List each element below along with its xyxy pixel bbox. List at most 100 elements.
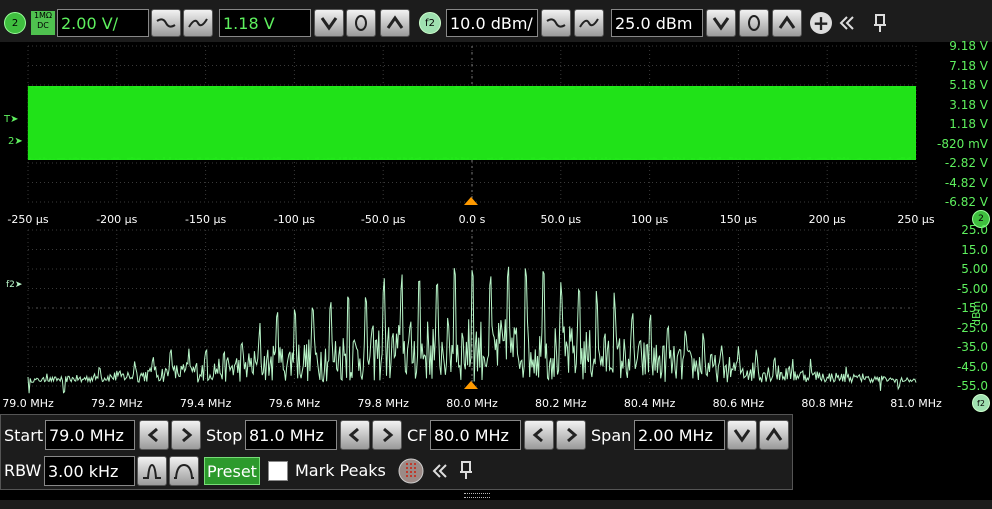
chevron-down-icon [320, 17, 338, 31]
center-frequency-field[interactable]: 80.0 MHz [430, 420, 521, 450]
time-x-tick: -200 µs [96, 213, 138, 226]
time-y-tick: 1.18 V [949, 117, 988, 131]
vertical-scale-field[interactable]: 2.00 V/ [57, 9, 149, 37]
start-increase-button[interactable] [171, 420, 201, 450]
fft-offset-field[interactable]: 25.0 dBm [611, 9, 703, 37]
pin-icon[interactable] [872, 13, 888, 33]
spectrum-x-tick: 80.2 MHz [535, 397, 587, 410]
spectrum-trace [27, 266, 917, 394]
fft-scale-fine-right-button[interactable] [574, 9, 604, 37]
center-frequency-label: CF [407, 426, 428, 445]
arrow-right-icon: ➤ [10, 114, 19, 125]
bottom-strip [0, 500, 992, 509]
vertical-offset-field[interactable]: 1.18 V [219, 9, 311, 37]
preset-button[interactable]: Preset [204, 457, 260, 485]
chevron-down-icon [733, 429, 751, 443]
scale-fine-left-button[interactable] [151, 9, 181, 37]
resize-grip[interactable] [464, 493, 490, 498]
curve-up-icon [188, 18, 208, 28]
spectrum-y-tick: 15.0 [961, 242, 988, 257]
collapse-left-icon[interactable] [431, 462, 449, 480]
time-y-tick: -4.82 V [944, 175, 988, 190]
offset-up-button[interactable] [380, 9, 410, 37]
mark-peaks-checkbox[interactable] [268, 461, 288, 481]
fft-f2-label: f2 [425, 17, 435, 29]
cf-increase-button[interactable] [556, 420, 586, 450]
time-x-tick: -150 µs [184, 213, 227, 226]
stop-increase-button[interactable] [372, 420, 402, 450]
span-field[interactable]: 2.00 MHz [634, 420, 725, 450]
chevron-right-icon [182, 427, 193, 443]
chevron-right-icon [383, 427, 394, 443]
fft-control-panel: Start 79.0 MHz Stop 81.0 MHz CF 80.0 MHz… [0, 414, 793, 490]
start-decrease-button[interactable] [139, 420, 169, 450]
fft-offset-zero-button[interactable] [739, 9, 769, 37]
channel-2-button[interactable]: 2 [4, 12, 26, 34]
time-x-tick: 50.0 µs [540, 213, 582, 226]
time-noise-lines [27, 86, 915, 160]
plus-icon: + [812, 11, 830, 35]
scale-fine-right-button[interactable] [183, 9, 213, 37]
time-domain-plot[interactable] [0, 44, 992, 228]
time-trace-noise [27, 86, 915, 160]
wide-filter-icon [174, 463, 194, 479]
time-x-tick: 0.0 s [458, 213, 486, 226]
fft-reference-marker[interactable]: f2➤ [6, 280, 22, 290]
start-frequency-field[interactable]: 79.0 MHz [45, 420, 135, 450]
trigger-position-marker[interactable] [464, 197, 478, 205]
fft-offset-up-button[interactable] [772, 9, 802, 37]
chevron-down-icon [712, 17, 730, 31]
center-frequency-marker[interactable] [464, 381, 478, 389]
time-channel-badge-label: 2 [978, 214, 984, 224]
rbw-wide-button[interactable] [169, 456, 199, 486]
collapse-left-icon[interactable] [838, 14, 856, 32]
span-increase-button[interactable] [759, 420, 789, 450]
spectrum-f2-badge[interactable]: f2 [972, 394, 990, 412]
time-y-tick: 7.18 V [949, 58, 988, 73]
time-y-tick: 5.18 V [949, 78, 988, 92]
coupling-indicator[interactable]: 1MΩ DC [31, 11, 55, 35]
offset-down-button[interactable] [314, 9, 344, 37]
fft-reference-letter: f2 [6, 280, 15, 290]
narrow-filter-icon [143, 463, 161, 479]
time-x-tick: 250 µs [897, 213, 935, 226]
span-label: Span [591, 426, 632, 445]
spectrum-plot[interactable] [0, 228, 992, 412]
time-channel-badge[interactable]: 2 [972, 210, 990, 228]
fft-scale-field[interactable]: 10.0 dBm/ [446, 9, 538, 37]
curve-up-icon [579, 18, 599, 28]
stop-decrease-button[interactable] [340, 420, 370, 450]
impedance-label: 1MΩ [33, 11, 53, 20]
offset-zero-button[interactable] [346, 9, 376, 37]
spectrum-x-tick: 79.2 MHz [91, 397, 143, 410]
time-x-tick: -100 µs [273, 213, 315, 226]
fft-f2-button[interactable]: f2 [419, 12, 441, 34]
span-decrease-button[interactable] [727, 420, 757, 450]
chevron-up-icon [778, 15, 796, 29]
stop-frequency-field[interactable]: 81.0 MHz [245, 420, 337, 450]
trigger-level-marker[interactable]: T➤ [4, 114, 19, 125]
arrow-right-icon: ➤ [14, 280, 23, 290]
spectrum-x-tick: 79.4 MHz [179, 397, 232, 410]
fft-offset-down-button[interactable] [706, 9, 736, 37]
spectrum-y-axis-label: dBm [970, 300, 983, 326]
zero-icon [748, 15, 760, 31]
pin-icon[interactable] [458, 460, 474, 480]
rbw-field[interactable]: 3.00 kHz [44, 456, 135, 486]
peak-settings-icon[interactable] [398, 457, 424, 485]
cf-decrease-button[interactable] [524, 420, 554, 450]
time-x-tick: -250 µs [7, 213, 49, 226]
start-label: Start [4, 426, 44, 445]
spectrum-x-tick: 80.4 MHz [623, 397, 676, 410]
arrow-right-icon: ➤ [14, 136, 23, 147]
fft-scale-fine-left-button[interactable] [541, 9, 571, 37]
spectrum-y-tick: -15.0 [956, 301, 988, 315]
rbw-narrow-button[interactable] [137, 456, 167, 486]
add-channel-button[interactable]: + [810, 12, 832, 34]
time-domain-panel: T➤ 2➤ 9.18 V 7.18 V 5.18 V 3.18 V 1.18 V -820… [0, 39, 992, 228]
spectrum-x-tick: 80.8 MHz [801, 397, 853, 410]
spectrum-f2-badge-label: f2 [977, 398, 985, 408]
spectrum-y-tick: -25.0 [956, 320, 988, 335]
chevron-up-icon [386, 15, 404, 29]
channel-ground-marker[interactable]: 2➤ [8, 136, 23, 147]
